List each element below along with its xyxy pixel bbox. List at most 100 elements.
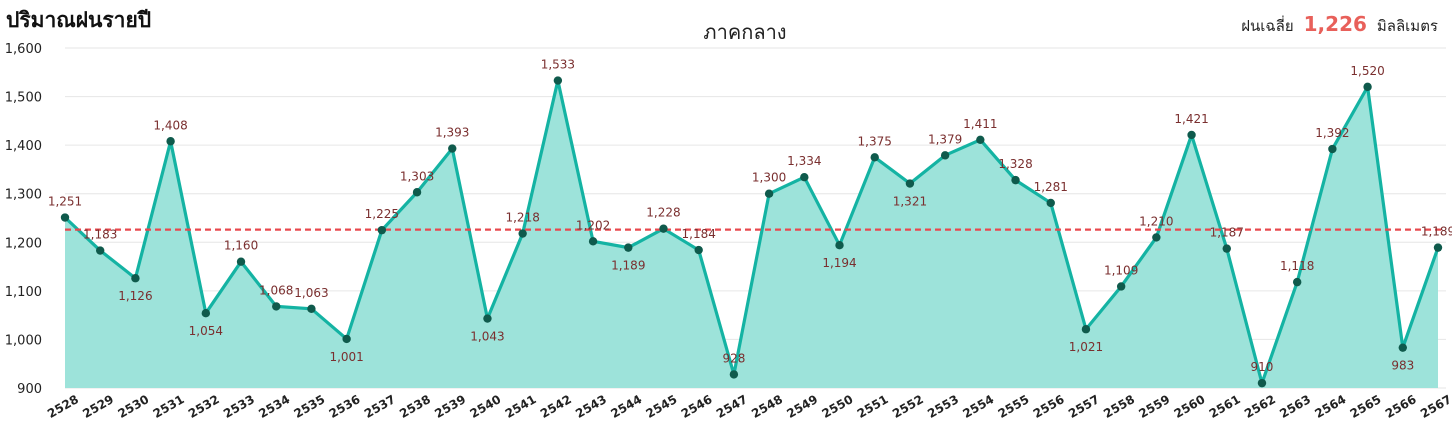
data-point [800, 173, 809, 182]
average-label: ฝนเฉลี่ย [1241, 17, 1294, 35]
data-point [659, 224, 668, 233]
x-tick-label: 2542 [538, 392, 574, 421]
data-point [1257, 378, 1267, 388]
data-label: 1,408 [153, 118, 187, 132]
data-label: 1,321 [893, 195, 927, 209]
data-point [412, 188, 422, 197]
data-point [553, 76, 563, 85]
x-tick-label: 2552 [890, 392, 926, 421]
x-tick-label: 2531 [151, 392, 187, 421]
x-tick-label: 2558 [1101, 392, 1137, 421]
y-tick-label: 1,000 [5, 333, 42, 348]
data-point [1081, 325, 1091, 334]
rainfall-line [63, 78, 1440, 385]
data-label: 1,392 [1315, 126, 1349, 140]
x-tick-label: 2529 [80, 392, 116, 421]
x-tick-label: 2536 [327, 392, 363, 421]
data-point [236, 257, 246, 266]
x-tick-label: 2534 [256, 392, 292, 421]
y-tick-label: 1,600 [5, 42, 42, 57]
data-label: 910 [1251, 360, 1274, 374]
x-tick-label: 2557 [1066, 392, 1102, 421]
data-point [1187, 130, 1196, 140]
rainfall-area [65, 80, 1438, 389]
data-point [272, 302, 281, 311]
x-tick-label: 2540 [467, 392, 503, 421]
x-tick-label: 2549 [784, 392, 820, 421]
y-tick-label: 1,300 [5, 188, 42, 203]
data-point [729, 370, 739, 379]
data-point [1046, 198, 1055, 208]
data-label: 1,184 [682, 227, 716, 241]
data-point [1116, 282, 1126, 291]
data-point [940, 151, 950, 160]
y-tick-label: 1,400 [5, 139, 42, 154]
data-point [377, 225, 387, 235]
data-label: 1,334 [787, 154, 821, 168]
x-tick-label: 2555 [996, 392, 1032, 421]
data-point [1222, 244, 1231, 253]
data-point [764, 189, 774, 198]
y-tick-label: 1,500 [5, 91, 42, 106]
data-point [1398, 343, 1407, 352]
x-tick-label: 2530 [115, 392, 151, 421]
x-tick-label: 2556 [1031, 392, 1067, 421]
x-tick-label: 2547 [714, 392, 750, 421]
data-point [96, 246, 105, 255]
data-point [166, 137, 175, 146]
data-point [1292, 277, 1302, 287]
data-label: 1,379 [928, 132, 962, 146]
data-label: 1,160 [224, 239, 258, 253]
data-label: 1,210 [1139, 214, 1173, 228]
data-point [342, 334, 351, 344]
data-label: 1,194 [822, 256, 856, 270]
x-tick-label: 2537 [362, 392, 398, 421]
data-label: 1,421 [1174, 112, 1208, 126]
y-tick-label: 1,200 [5, 236, 42, 251]
data-label: 1,218 [505, 211, 539, 225]
x-tick-label: 2544 [608, 392, 644, 421]
data-point [307, 304, 316, 314]
data-label: 1,411 [963, 117, 997, 131]
average-summary: ฝนเฉลี่ย 1,226 มิลลิเมตร [1241, 12, 1438, 38]
data-point [835, 241, 844, 250]
y-tick-label: 1,100 [5, 285, 42, 300]
x-tick-label: 2533 [221, 392, 257, 421]
y-tick-label: 900 [17, 382, 42, 397]
data-label: 1,183 [83, 228, 117, 242]
x-tick-label: 2564 [1312, 392, 1348, 421]
average-unit: มิลลิเมตร [1376, 17, 1438, 35]
data-label: 1,328 [998, 157, 1032, 171]
data-point [448, 144, 457, 153]
data-label: 928 [722, 351, 745, 365]
data-point [60, 213, 70, 222]
data-point [201, 309, 211, 318]
x-tick-label: 2553 [925, 392, 961, 421]
x-tick-label: 2546 [679, 392, 715, 421]
x-tick-label: 2566 [1383, 392, 1419, 421]
x-tick-label: 2562 [1242, 392, 1278, 421]
data-label: 1,001 [329, 350, 363, 364]
x-tick-label: 2543 [573, 392, 609, 421]
x-tick-label: 2567 [1418, 392, 1452, 421]
data-point [905, 179, 915, 188]
data-label: 1,189 [611, 259, 645, 273]
data-point [1328, 144, 1337, 154]
data-point [588, 237, 598, 246]
x-tick-label: 2535 [291, 392, 327, 421]
data-point [131, 274, 140, 283]
data-point [624, 243, 633, 252]
x-tick-label: 2550 [820, 392, 856, 421]
data-label: 1,303 [400, 169, 434, 183]
data-label: 1,063 [294, 286, 328, 300]
x-tick-label: 2554 [960, 392, 996, 421]
chart-title: ปริมาณฝนรายปี [6, 8, 152, 32]
data-label: 1,520 [1350, 64, 1384, 78]
data-point [694, 245, 703, 255]
x-tick-label: 2560 [1172, 392, 1208, 421]
data-label: 1,225 [365, 207, 399, 221]
data-label: 1,393 [435, 126, 469, 140]
data-label: 1,251 [48, 195, 82, 209]
data-label: 1,533 [541, 58, 575, 72]
